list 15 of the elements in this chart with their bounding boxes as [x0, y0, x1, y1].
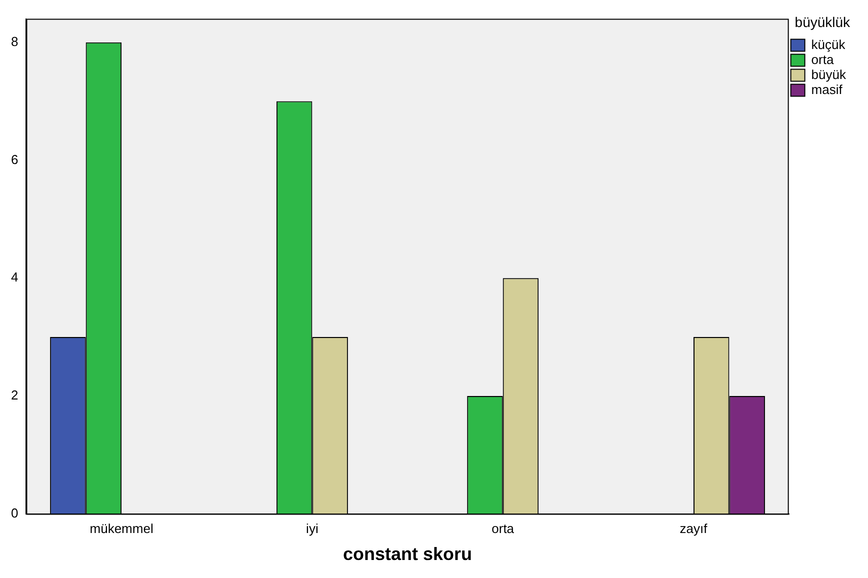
- x-tick-label: mükemmel: [90, 521, 154, 536]
- y-tick-label: 0: [10, 505, 18, 520]
- x-tick-label: zayıf: [680, 521, 708, 536]
- y-tick-label: 6: [10, 152, 18, 167]
- y-tick-label: 4: [10, 270, 18, 285]
- y-tick-label: 8: [10, 34, 18, 49]
- legend-title: büyüklük: [794, 14, 852, 30]
- legend-label: büyük: [811, 66, 846, 82]
- x-tick-label: iyi: [306, 521, 318, 536]
- legend-label: küçük: [811, 36, 846, 52]
- legend-label: masif: [811, 82, 843, 97]
- y-tick-label: 2: [10, 388, 18, 403]
- x-tick-label: orta: [492, 521, 515, 536]
- x-axis-title: constant skoru: [343, 544, 472, 564]
- legend-label: orta: [811, 52, 834, 67]
